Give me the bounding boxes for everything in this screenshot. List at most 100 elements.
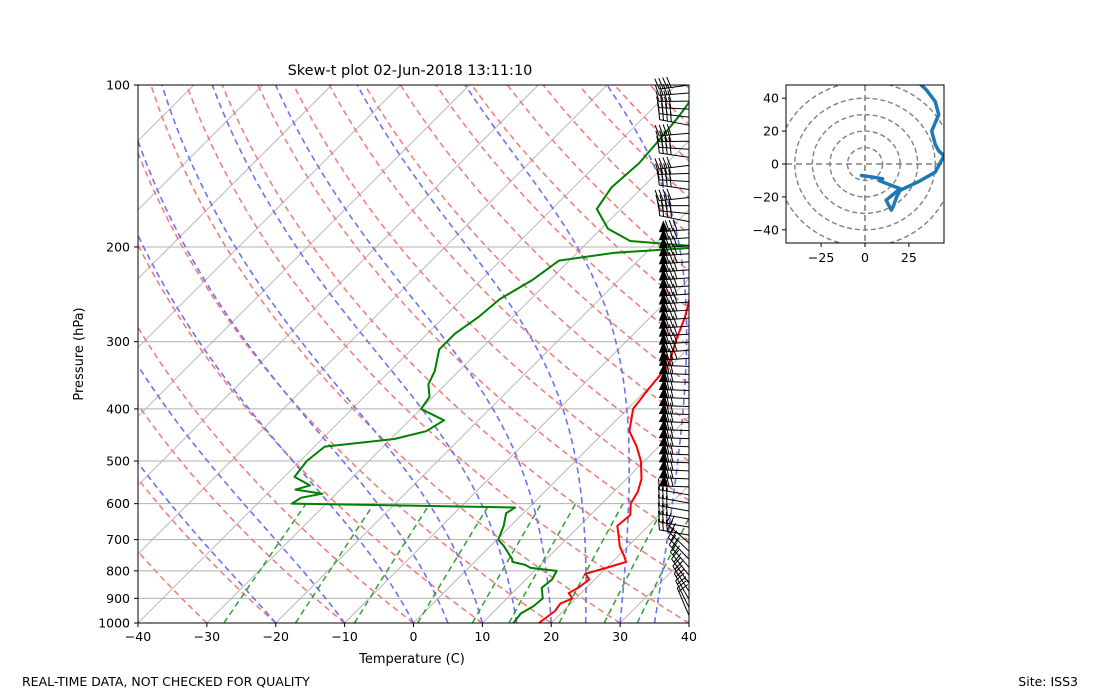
x-tick-label: 20 <box>543 629 559 644</box>
wind-barb <box>657 518 690 536</box>
hodograph-plot-area <box>786 85 944 243</box>
wind-barb <box>673 564 690 600</box>
barb-line <box>654 189 660 201</box>
barb-line <box>669 110 672 122</box>
barb-line <box>657 502 660 514</box>
y-tick-label: 1000 <box>98 616 130 631</box>
barb-line <box>672 332 678 344</box>
barb-staff <box>671 558 690 584</box>
isotherm-line <box>138 85 195 142</box>
barb-flag <box>659 394 669 406</box>
barb-line <box>669 378 674 390</box>
x-tick-label: 40 <box>681 629 697 644</box>
wind-barb <box>656 96 690 110</box>
isotherm-line <box>138 85 264 211</box>
barb-staff <box>659 505 690 512</box>
dry-adiabat-line <box>138 150 552 623</box>
dry-adiabat-line <box>471 85 689 310</box>
wind-barb <box>655 130 690 143</box>
dry-adiabat-line <box>221 85 689 583</box>
moist-adiabat-line <box>138 364 346 623</box>
dry-adiabat-line <box>138 403 346 623</box>
x-tick-label: −40 <box>125 629 151 644</box>
barb-line <box>665 442 670 455</box>
barb-flag <box>659 386 669 398</box>
barb-line <box>657 494 660 506</box>
dry-adiabat-line <box>138 550 208 623</box>
barb-line <box>668 260 674 272</box>
barb-staff <box>659 146 690 150</box>
barb-line <box>665 458 670 471</box>
barb-line <box>668 324 674 336</box>
barb-line <box>668 96 672 109</box>
barb-line <box>665 479 668 492</box>
mixing-ratio-line <box>636 516 689 623</box>
y-tick-label: 200 <box>106 239 130 254</box>
barb-staff <box>659 164 690 170</box>
barb-line <box>665 174 668 187</box>
barb-flag <box>659 458 669 471</box>
wind-barb <box>654 76 690 90</box>
moist-adiabat-line <box>464 85 630 623</box>
dry-adiabat-line <box>578 85 689 199</box>
wind-barb <box>657 494 690 512</box>
wind-barb <box>657 486 690 504</box>
y-tick-label: 100 <box>106 78 130 93</box>
wind-barb <box>655 90 690 103</box>
barb-line <box>665 109 668 122</box>
barb-line <box>668 300 674 312</box>
barb-line <box>668 276 674 288</box>
y-tick-label: 400 <box>106 401 130 416</box>
barb-line <box>672 324 678 336</box>
barb-line <box>669 451 674 463</box>
dry-adiabat-line <box>257 85 689 542</box>
barb-flag <box>659 442 669 455</box>
barb-staff <box>659 179 690 182</box>
barb-line <box>672 235 678 247</box>
isotherm-line <box>619 553 689 623</box>
dry-adiabat-line <box>328 85 689 462</box>
barb-line <box>664 324 670 336</box>
moist-adiabat-line <box>138 461 277 623</box>
barb-flag <box>659 475 669 487</box>
hodo-x-tick-label: 25 <box>901 250 917 265</box>
isotherm-line <box>344 277 689 623</box>
y-tick-label: 600 <box>106 496 130 511</box>
barb-line <box>668 340 674 352</box>
barb-line <box>658 124 664 136</box>
barb-line <box>661 479 664 491</box>
barb-line <box>672 316 678 328</box>
barb-staff <box>659 197 690 202</box>
barb-line <box>665 434 670 447</box>
barb-line <box>659 163 664 175</box>
barb-line <box>662 189 668 201</box>
barb-line <box>663 163 668 175</box>
barb-line <box>664 236 670 248</box>
skewt-frame <box>137 84 690 624</box>
x-tick-label: −10 <box>331 629 357 644</box>
barb-line <box>661 503 664 515</box>
wind-barb <box>659 348 690 361</box>
barb-staff <box>659 132 690 137</box>
barb-line <box>672 259 678 271</box>
wind-barb <box>654 156 690 170</box>
barb-line <box>669 386 674 399</box>
wind-barb <box>676 580 690 616</box>
barb-line <box>668 284 674 296</box>
barb-line <box>672 348 678 360</box>
barb-line <box>661 174 664 186</box>
dry-adiabat-line <box>138 477 277 623</box>
wind-barb <box>675 572 690 608</box>
barb-line <box>657 510 660 522</box>
barb-staff <box>675 580 690 608</box>
barb-line <box>659 90 664 102</box>
dry-adiabat-line <box>435 85 689 347</box>
barb-line <box>658 204 661 216</box>
barb-staff <box>672 565 690 592</box>
x-tick-label: 10 <box>474 629 490 644</box>
barb-line <box>670 206 672 219</box>
barb-line <box>669 426 674 439</box>
barb-line <box>672 267 678 279</box>
hodo-y-tick-label: −40 <box>753 222 779 237</box>
